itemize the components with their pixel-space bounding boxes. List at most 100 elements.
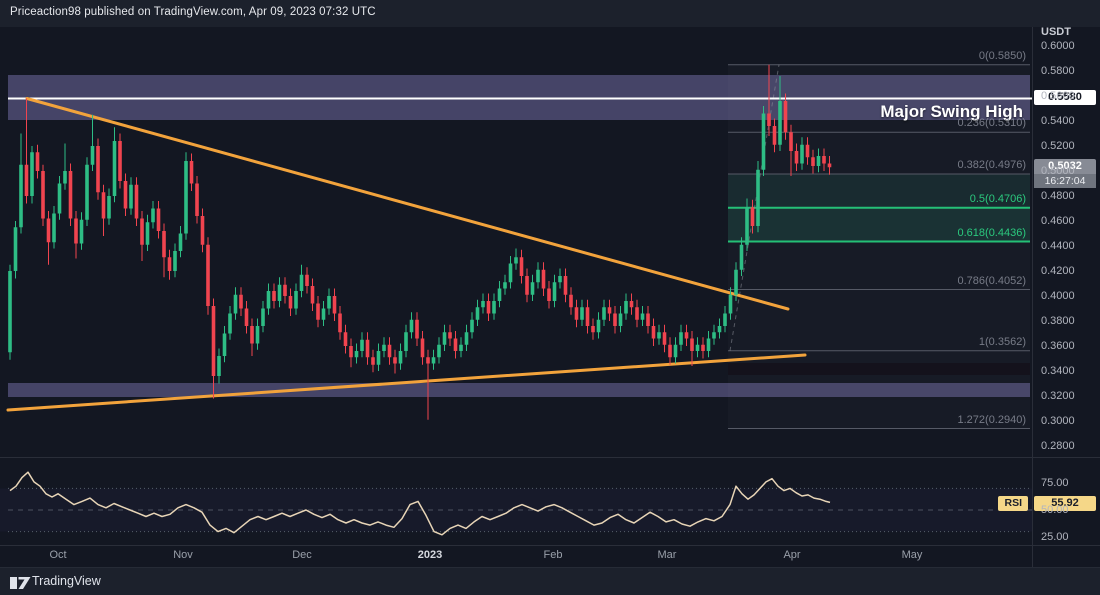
price-countdown: 16:27:04: [1034, 174, 1096, 188]
candle-body: [470, 319, 474, 333]
candle-body: [569, 294, 573, 308]
time-label-nov: Nov: [173, 549, 193, 561]
candle-body: [646, 313, 650, 326]
candle-body: [151, 208, 155, 223]
candle-body: [310, 286, 315, 304]
fib-golden-zone: [728, 174, 1030, 208]
candle-body: [563, 276, 568, 295]
candle-body: [189, 161, 194, 184]
price-tick: 0.5200: [1041, 140, 1075, 152]
candle-body: [173, 251, 177, 271]
candle-body: [750, 207, 755, 226]
candle-body: [497, 288, 502, 301]
candle-body: [822, 156, 826, 164]
candle-body: [783, 101, 788, 133]
candle-body: [602, 307, 606, 320]
candle-body: [514, 257, 518, 264]
candle-body: [761, 113, 766, 170]
ascending-trendline: [6, 353, 807, 412]
candle-body: [409, 319, 414, 333]
candle-body: [800, 144, 804, 164]
candle-body: [239, 294, 243, 309]
fib-dark-strip: [728, 363, 1030, 375]
candle-body: [679, 332, 683, 345]
candle-body: [558, 276, 562, 283]
time-axis-border: [0, 545, 1100, 546]
candle-body: [547, 288, 551, 301]
price-tick: 0.5000: [1041, 165, 1075, 177]
candle-body: [712, 332, 716, 339]
candle-body: [453, 338, 458, 351]
candle-body: [382, 344, 386, 351]
rsi-band-fill: [0, 488, 1032, 532]
candle-body: [662, 332, 667, 345]
price-tick: 0.3800: [1041, 315, 1075, 327]
candle-body: [272, 291, 276, 301]
rsi-line: [9, 471, 831, 536]
candle-body: [420, 338, 425, 358]
fib-label-1: 1(0.3562): [978, 336, 1026, 348]
candle-body: [426, 357, 430, 364]
price-tick: 0.2800: [1041, 440, 1075, 452]
candle-body: [283, 284, 287, 296]
candle-body: [657, 332, 661, 339]
candle-body: [294, 291, 298, 309]
rsi-tick: 75.00: [1041, 477, 1069, 489]
candle-body: [79, 219, 84, 244]
candle-body: [162, 231, 166, 258]
candle-body: [805, 144, 810, 158]
candle-body: [19, 164, 23, 228]
price-tick: 0.3000: [1041, 415, 1075, 427]
candle-body: [695, 344, 700, 351]
candle-body: [767, 113, 771, 126]
rsi-tick: 50.00: [1041, 504, 1069, 516]
candle-body: [651, 326, 656, 339]
candle-body: [63, 171, 67, 184]
candle-body: [536, 269, 540, 283]
candle-body: [613, 313, 617, 326]
candle-body: [591, 326, 595, 333]
candle-body: [134, 184, 139, 219]
price-tick: 0.4400: [1041, 240, 1075, 252]
candle-body: [123, 181, 128, 209]
candle-body: [552, 282, 557, 301]
candle-body: [41, 171, 45, 219]
fib-label-0: 0(0.5850): [978, 50, 1026, 62]
candle-body: [211, 306, 216, 376]
price-tick: 0.6000: [1041, 40, 1075, 52]
candle-body: [574, 307, 579, 320]
price-tick: 0.5600: [1041, 90, 1075, 102]
candle-body: [376, 351, 381, 365]
candle-body: [816, 156, 821, 166]
price-tick: 0.5800: [1041, 65, 1075, 77]
candle-body: [35, 152, 40, 171]
tradingview-logo[interactable]: [9, 575, 32, 591]
candle-body: [723, 313, 727, 326]
time-label-may: May: [901, 549, 923, 561]
candle-body: [541, 269, 546, 289]
candle-body: [525, 276, 529, 295]
candle-body: [112, 141, 117, 196]
candle-body: [85, 164, 89, 220]
candle-body: [503, 282, 507, 289]
fib-trend-dashed-line: [729, 64, 780, 351]
candle-body: [74, 218, 78, 244]
candle-body: [129, 184, 133, 209]
candle-body: [288, 296, 293, 309]
quote-currency-label: USDT: [1041, 26, 1071, 38]
candle-body: [244, 308, 249, 326]
candle-body: [827, 163, 832, 168]
candle-body: [387, 344, 392, 358]
candle-body: [24, 164, 29, 196]
candle-body: [772, 126, 777, 145]
pane-divider[interactable]: [0, 457, 1100, 458]
candle-body: [481, 301, 485, 308]
fib-label-0.382: 0.382(0.4976): [957, 159, 1027, 171]
candle-body: [167, 257, 172, 271]
candle-body: [717, 326, 722, 333]
candle-body: [233, 294, 238, 314]
candle-body: [756, 169, 760, 226]
fib-label-1.272: 1.272(0.2940): [957, 414, 1027, 426]
candle-body: [200, 216, 205, 245]
